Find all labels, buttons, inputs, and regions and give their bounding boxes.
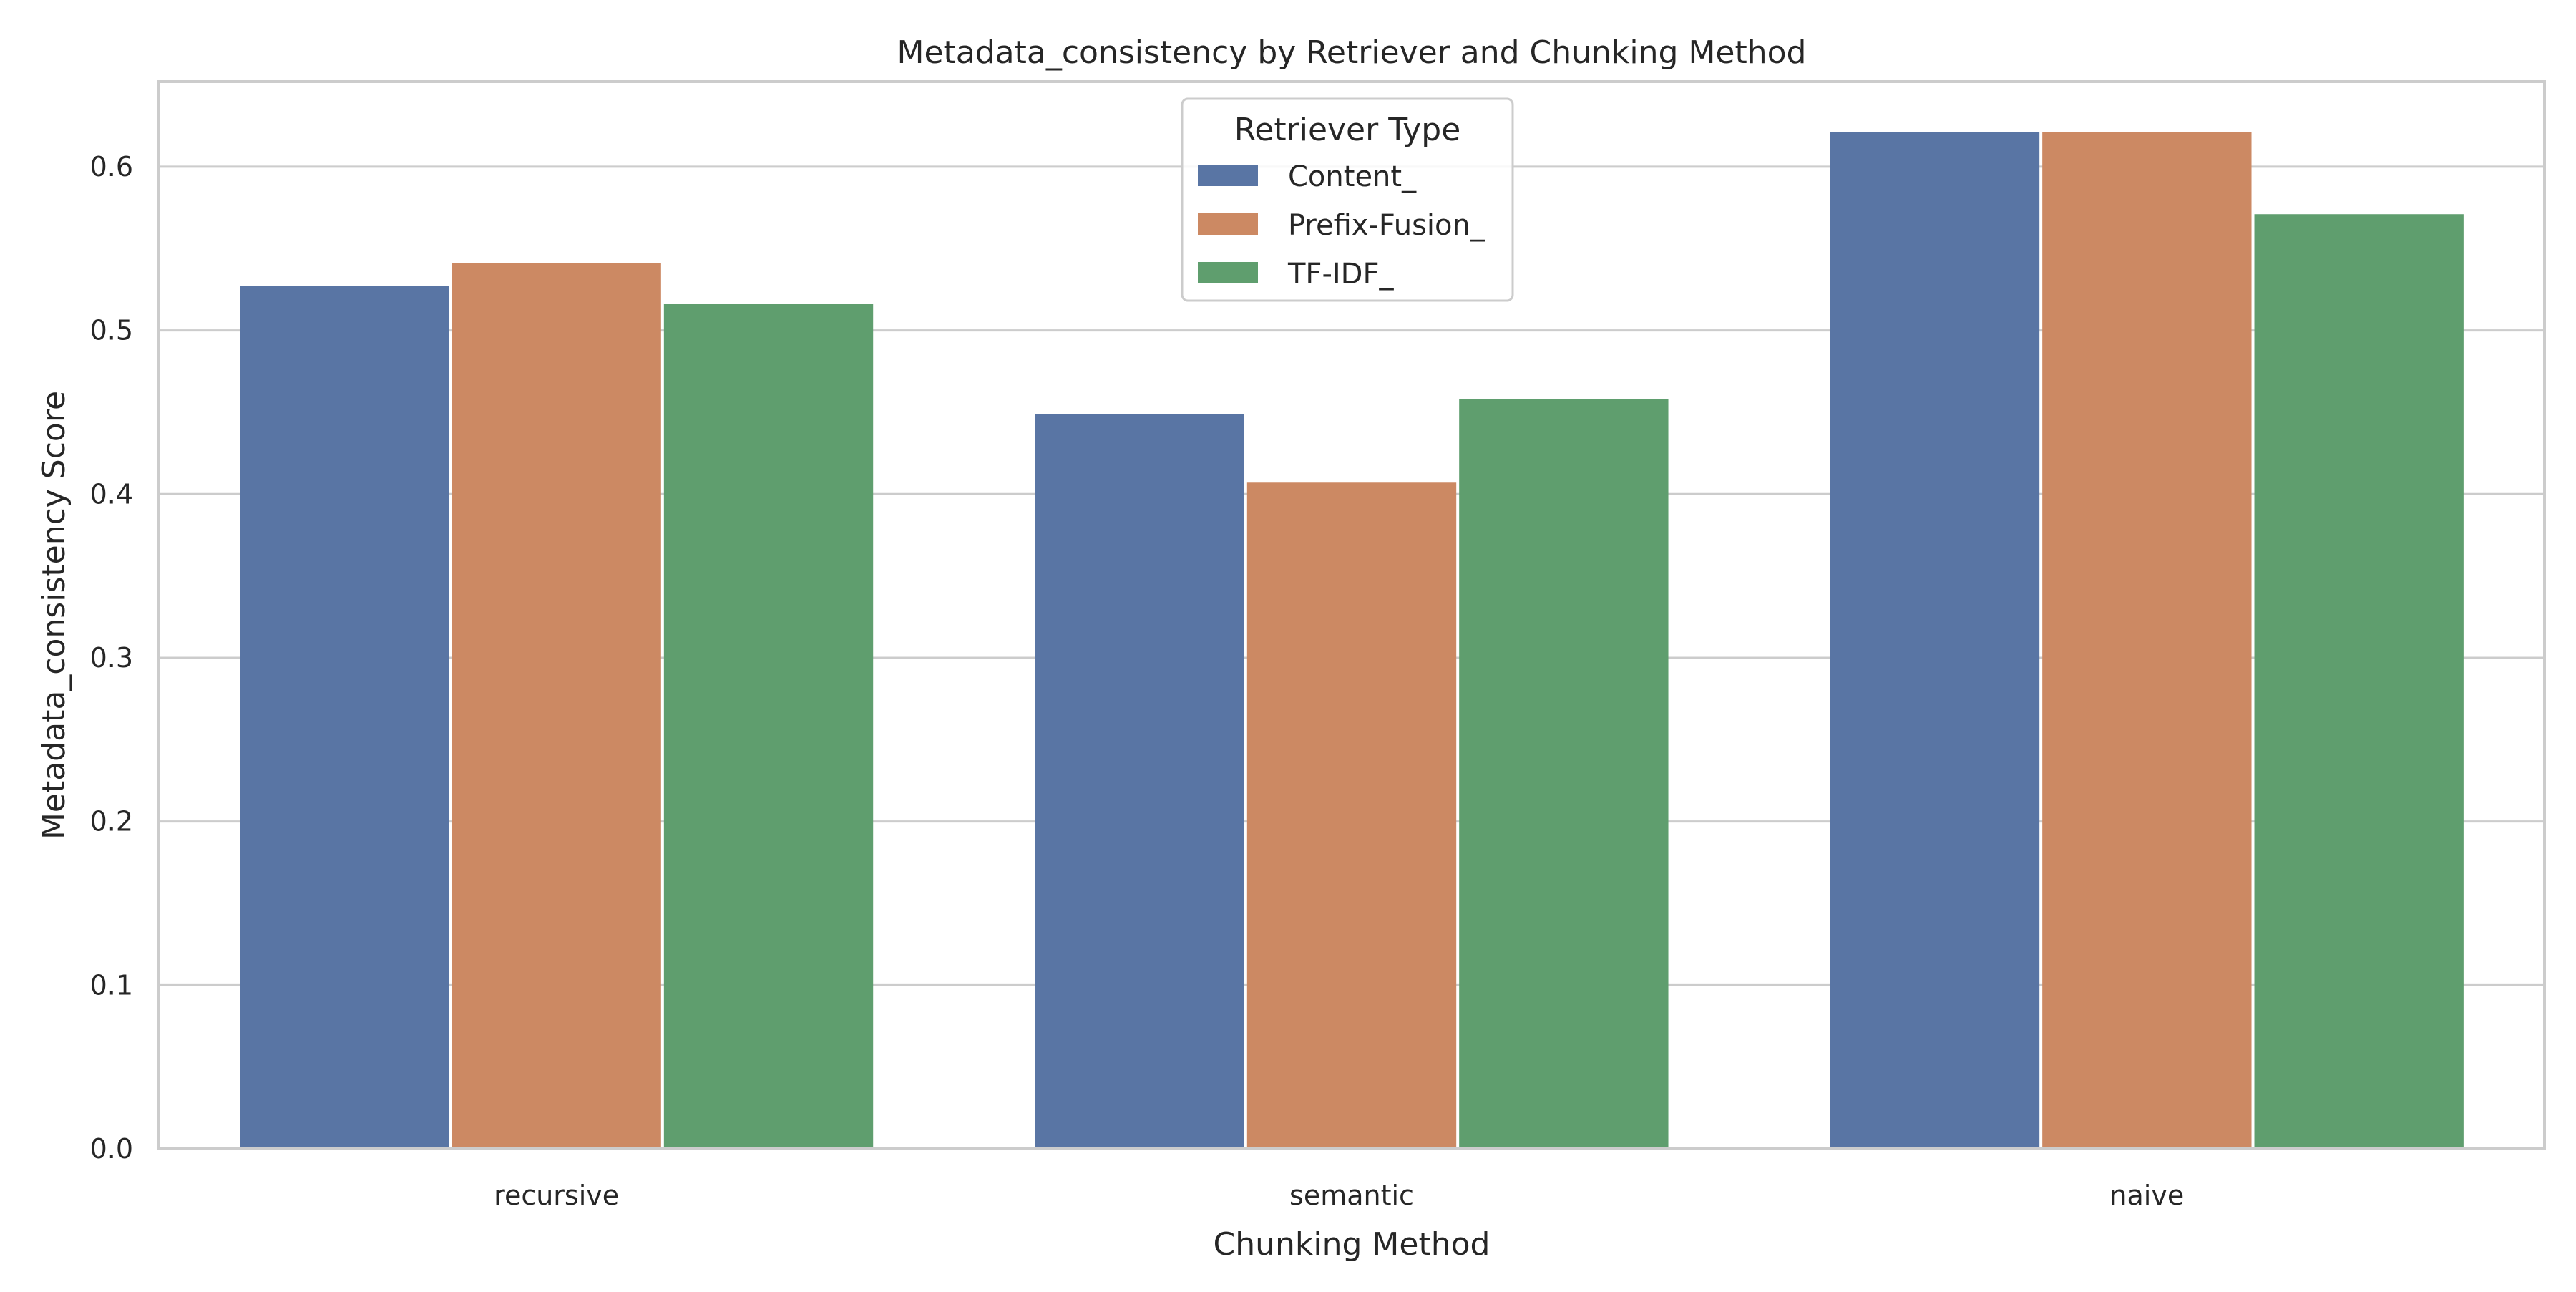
bar-naive-prefix-fusion bbox=[2042, 132, 2252, 1149]
bar-recursive-prefix-fusion bbox=[452, 263, 661, 1149]
chart-title: Metadata_consistency by Retriever and Ch… bbox=[897, 34, 1807, 71]
bar-naive-tf-idf bbox=[2254, 214, 2464, 1150]
legend-box bbox=[1181, 97, 1514, 302]
legend-items: Content_ Prefix-Fusion_ TF-IDF_ bbox=[1198, 160, 1485, 291]
bar-semantic-prefix-fusion bbox=[1246, 482, 1457, 1149]
bar-semantic-content bbox=[1035, 414, 1244, 1149]
plot-frame bbox=[157, 80, 2546, 1150]
legend-title: Retriever Type bbox=[1234, 112, 1461, 148]
legend-swatch bbox=[1198, 213, 1258, 235]
bar-recursive-content bbox=[240, 286, 449, 1150]
x-tick-labels: recursive semantic naive bbox=[494, 1180, 2184, 1211]
y-tick-label: 0.2 bbox=[90, 806, 133, 837]
y-axis-label: Metadata_consistency Score bbox=[36, 391, 72, 840]
bars bbox=[240, 132, 2464, 1150]
x-tick-label: semantic bbox=[1289, 1180, 1414, 1211]
y-tick-label: 0.4 bbox=[90, 478, 133, 510]
bar-recursive-tf-idf bbox=[663, 304, 874, 1150]
y-tick-labels: 0.0 0.1 0.2 0.3 0.4 0.5 0.6 bbox=[90, 151, 133, 1165]
legend-label: Prefix-Fusion_ bbox=[1288, 209, 1485, 242]
legend-swatch bbox=[1198, 165, 1258, 186]
bar-semantic-tf-idf bbox=[1459, 399, 1669, 1149]
legend: Retriever Type Content_ Prefix-Fusion_ TF-… bbox=[1181, 97, 1514, 302]
bar-naive-content bbox=[1830, 132, 2040, 1149]
x-tick-label: recursive bbox=[494, 1180, 619, 1211]
y-tick-label: 0.1 bbox=[90, 969, 133, 1001]
y-tick-label: 0.0 bbox=[90, 1133, 133, 1165]
x-axis-label: Chunking Method bbox=[1214, 1226, 1491, 1263]
legend-label: TF-IDF_ bbox=[1287, 258, 1394, 291]
legend-swatch bbox=[1198, 262, 1258, 283]
y-tick-label: 0.3 bbox=[90, 642, 133, 674]
x-tick-label: naive bbox=[2109, 1180, 2184, 1211]
y-tick-label: 0.6 bbox=[90, 151, 133, 183]
legend-label: Content_ bbox=[1288, 160, 1417, 193]
y-tick-label: 0.5 bbox=[90, 315, 133, 346]
